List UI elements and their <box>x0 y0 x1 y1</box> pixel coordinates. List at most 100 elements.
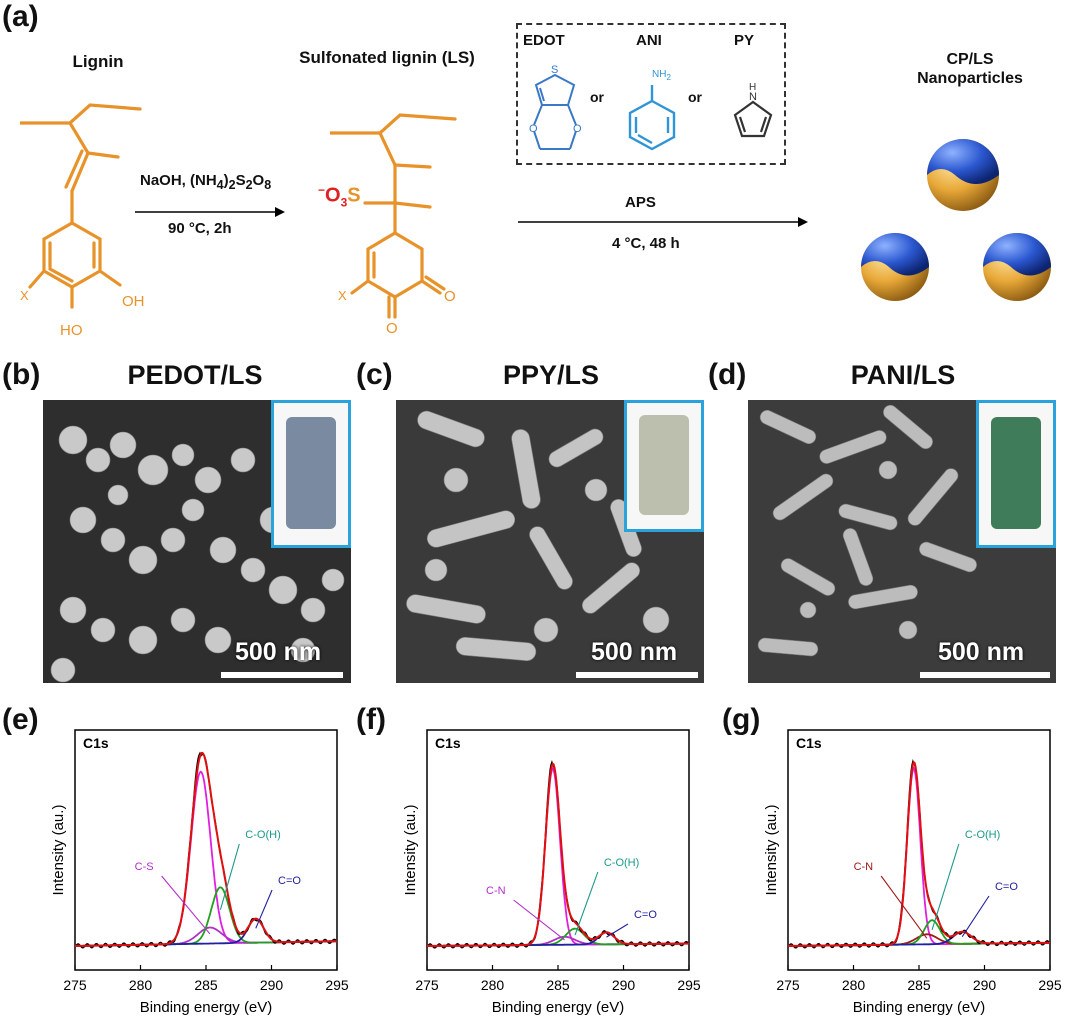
panel-g-letter: (g) <box>722 703 761 736</box>
x-label-ls: X <box>338 288 347 303</box>
step1-conditions: 90 °C, 2h <box>168 220 232 237</box>
sem-image-ppy: 500 nm <box>396 400 704 683</box>
fit-envelope <box>788 760 1050 947</box>
y-axis-label: Intensity (au.) <box>763 805 780 896</box>
x-axis-label: Binding energy (eV) <box>853 999 986 1016</box>
x-tick-label: 285 <box>546 977 570 993</box>
x-tick-label: 280 <box>481 977 505 993</box>
xps-chart-f: C1s 275 280 285 290 295 Binding energy (eV) Int… <box>402 729 701 1016</box>
py-label: PY <box>734 32 755 49</box>
aniline-molecule: NH2 <box>628 69 676 151</box>
fit-envelope <box>75 751 337 947</box>
sem-texture-d <box>757 404 977 657</box>
x-tick-label: 275 <box>63 977 87 993</box>
annotation-label: C=O <box>995 881 1018 893</box>
x-axis-label: Binding energy (eV) <box>140 999 273 1016</box>
annotation-label: C-N <box>854 861 874 873</box>
annotation-arrow <box>574 871 599 936</box>
step2-reagent: APS <box>625 194 656 211</box>
vial-pedot <box>286 417 336 529</box>
annotation-arrow <box>961 895 990 937</box>
y-axis-label: Intensity (au.) <box>402 805 419 896</box>
pyrrole-n-atom: N <box>749 91 757 103</box>
ho-label: HO <box>60 322 83 339</box>
chart-title: C1s <box>435 735 461 751</box>
vial-ppy <box>639 415 689 515</box>
x-tick-label: 275 <box>776 977 800 993</box>
annotation-label: C=O <box>278 875 301 887</box>
x-tick-label: 285 <box>907 977 931 993</box>
x-tick-label: 290 <box>260 977 284 993</box>
fit-envelope <box>427 762 689 947</box>
annotation-label: C-O(H) <box>245 829 280 841</box>
step1-reagents: NaOH, (NH4)2S2O8 <box>140 172 272 192</box>
panel-a-letter: (a) <box>2 0 39 33</box>
annotation-arrow <box>161 875 211 935</box>
x-tick-label: 280 <box>129 977 153 993</box>
panel-c-title: PPY/LS <box>502 360 600 390</box>
scale-bar-c <box>576 672 698 678</box>
or-text-2: or <box>688 89 702 105</box>
panel-d-letter: (d) <box>708 358 747 391</box>
monomer-box <box>516 23 786 165</box>
reaction-arrow-1 <box>135 207 285 217</box>
x-tick-label: 295 <box>677 977 701 993</box>
sem-image-pani: 500 nm <box>748 400 1056 683</box>
nh2-label: NH2 <box>652 69 671 82</box>
annotation-arrow <box>606 923 629 938</box>
vial-inset-ppy <box>624 400 704 532</box>
panel-d-title: PANI/LS <box>850 360 956 390</box>
vial-inset-pani <box>976 400 1056 548</box>
oh-label: OH <box>122 293 145 310</box>
raw-spectrum <box>787 758 1051 949</box>
scale-bar-b <box>221 672 343 678</box>
ketone-o-label-2: O <box>386 320 398 337</box>
sulfonated-lignin-label: Sulfonated lignin (LS) <box>299 48 475 67</box>
x-tick-label: 285 <box>194 977 218 993</box>
peak-component-c-o-h- <box>75 886 337 947</box>
ani-label: ANI <box>636 32 662 49</box>
nanoparticles-illustration <box>861 139 1051 301</box>
annotation-label: C=O <box>634 909 657 921</box>
product-label-line1: CP/LS <box>946 51 994 68</box>
sem-texture-c <box>406 410 670 662</box>
sem-image-pedot: 500 nm <box>43 400 351 683</box>
scale-label-b: 500 nm <box>235 638 322 666</box>
edot-s-atom: S <box>551 64 558 76</box>
sem-texture-b <box>50 425 345 683</box>
plot-frame <box>787 729 1051 971</box>
chart-title: C1s <box>796 735 822 751</box>
peak-component-c-c <box>75 770 337 947</box>
step2-conditions: 4 °C, 48 h <box>612 235 680 252</box>
x-tick-label: 290 <box>973 977 997 993</box>
nanoparticle-left <box>861 233 929 301</box>
sulfonate-group: −O3S <box>318 183 361 210</box>
raw-spectrum <box>74 751 338 949</box>
xps-chart-g: C1s 275 280 285 290 295 Binding energy (eV) Int… <box>763 729 1062 1016</box>
annotation-arrow <box>880 875 928 939</box>
x-label: X <box>20 288 29 303</box>
scale-label-d: 500 nm <box>938 638 1025 666</box>
x-axis-label: Binding energy (eV) <box>492 999 625 1016</box>
panel-e-letter: (e) <box>2 703 39 736</box>
vial-inset-pedot <box>271 400 351 548</box>
x-tick-label: 280 <box>842 977 866 993</box>
peak-component-c-o-h- <box>788 919 1050 947</box>
lignin-structure: OH HO X <box>20 103 145 339</box>
panel-b-title: PEDOT/LS <box>127 360 263 390</box>
x-tick-label: 295 <box>325 977 349 993</box>
annotation-arrow <box>219 843 240 910</box>
x-tick-label: 275 <box>415 977 439 993</box>
annotation-label: C-S <box>135 861 154 873</box>
vial-pani <box>991 417 1041 529</box>
panel-b-letter: (b) <box>2 358 41 391</box>
scale-bar-d <box>920 672 1050 678</box>
annotation-label: C-N <box>486 885 506 897</box>
ketone-o-label-1: O <box>444 288 456 305</box>
annotation-arrow <box>513 899 565 941</box>
x-tick-label: 295 <box>1038 977 1062 993</box>
annotation-arrow <box>255 889 273 929</box>
panel-f-letter: (f) <box>356 703 386 736</box>
x-tick-label: 290 <box>612 977 636 993</box>
chart-title: C1s <box>83 735 109 751</box>
